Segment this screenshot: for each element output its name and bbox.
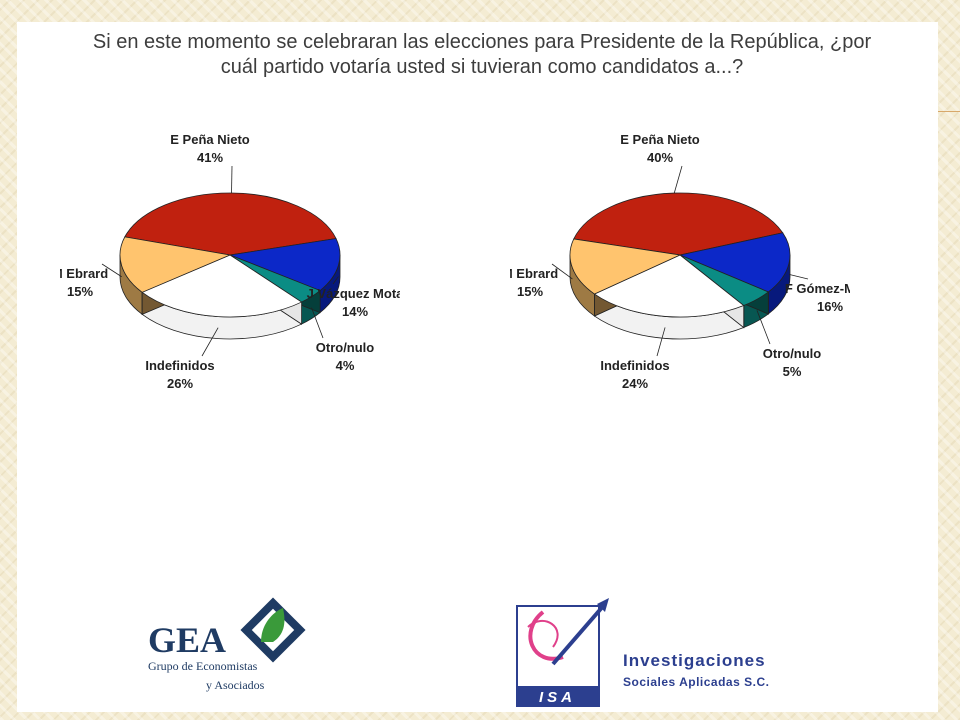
leader-line-j-vazquez-mota	[332, 276, 339, 285]
label-otro-nulo: Otro/nulo	[316, 340, 375, 355]
isa-arrow	[551, 602, 607, 666]
leader-line-m-ebrard	[551, 263, 573, 280]
label-indefinidos: Indefinidos	[600, 358, 669, 373]
label-indefinidos: Indefinidos	[145, 358, 214, 373]
pie-slice-m-ebrard	[569, 238, 682, 295]
gea-logo-name: GEA	[148, 620, 226, 660]
leader-line-m-ebrard	[101, 263, 122, 278]
pie-slice-indefinidos	[593, 254, 745, 318]
value-label-f-gomez-mont: 16%	[817, 299, 843, 314]
slide-canvas: Si en este momento se celebraran las ele…	[17, 22, 938, 712]
value-label-indefinidos: 26%	[167, 376, 193, 391]
pie-labels: E Peña Nieto 40% F Gómez-Mont 16% Otro/nulo 5…	[510, 132, 850, 391]
survey-question: Si en este momento se celebraran las ele…	[92, 31, 872, 78]
label-m-ebrard: M Ebrard	[60, 266, 108, 281]
pie-chart-left: E Peña Nieto 41% J Vázquez Mota 14% Otro/nul…	[60, 132, 400, 391]
value-label-e-pena-nieto: 40%	[647, 150, 673, 165]
label-j-vazquez-mota: J Vázquez Mota	[307, 286, 400, 301]
value-label-j-vazquez-mota: 14%	[342, 304, 368, 319]
leader-line-indefinidos	[201, 327, 219, 357]
isa-logo-name: ISA	[539, 689, 576, 706]
label-otro-nulo: Otro/nulo	[763, 346, 822, 361]
label-f-gomez-mont: F Gómez-Mont	[785, 281, 850, 296]
value-label-indefinidos: 24%	[622, 376, 648, 391]
leader-line-indefinidos	[656, 327, 666, 357]
pie-slice-j-vazquez-mota	[228, 238, 341, 292]
pie-slice-m-ebrard	[119, 236, 232, 293]
isa-logo-line2: Sociales Aplicadas S.C.	[623, 675, 769, 689]
value-label-m-ebrard: 15%	[67, 284, 93, 299]
leader-line-otro-nulo	[756, 310, 771, 345]
isa-logo: ISA Investigaciones Sociales Aplicadas S…	[516, 598, 769, 707]
leader-line-otro-nulo	[311, 307, 324, 339]
pie-tops	[119, 192, 341, 318]
value-label-e-pena-nieto: 41%	[197, 150, 223, 165]
value-label-m-ebrard: 15%	[517, 284, 543, 299]
pie-slice-indefinidos	[141, 254, 303, 318]
pie-tops	[569, 192, 791, 318]
gea-leaf-shape	[261, 608, 285, 642]
pie-slice-e-pena-nieto	[124, 192, 337, 256]
gea-logo-line2: y Asociados	[206, 678, 265, 692]
label-e-pena-nieto: E Peña Nieto	[620, 132, 700, 147]
value-label-otro-nulo: 5%	[783, 364, 802, 379]
leader-line-f-gomez-mont	[788, 274, 809, 280]
gea-logo-line1: Grupo de Economistas	[148, 659, 258, 673]
leader-line-e-pena-nieto	[673, 165, 683, 194]
isa-logo-line1: Investigaciones	[623, 651, 766, 670]
pie-slice-f-gomez-mont	[678, 232, 791, 293]
label-e-pena-nieto: E Peña Nieto	[170, 132, 250, 147]
pie-chart-right: E Peña Nieto 40% F Gómez-Mont 16% Otro/nulo 5…	[510, 132, 850, 391]
accent-line	[938, 111, 960, 112]
label-m-ebrard: M Ebrard	[510, 266, 558, 281]
gea-logo: GEA Grupo de Economistas y Asociados	[148, 597, 306, 692]
pie-labels: E Peña Nieto 41% J Vázquez Mota 14% Otro/nul…	[60, 132, 400, 391]
isa-swirl	[528, 610, 564, 661]
value-label-otro-nulo: 4%	[336, 358, 355, 373]
